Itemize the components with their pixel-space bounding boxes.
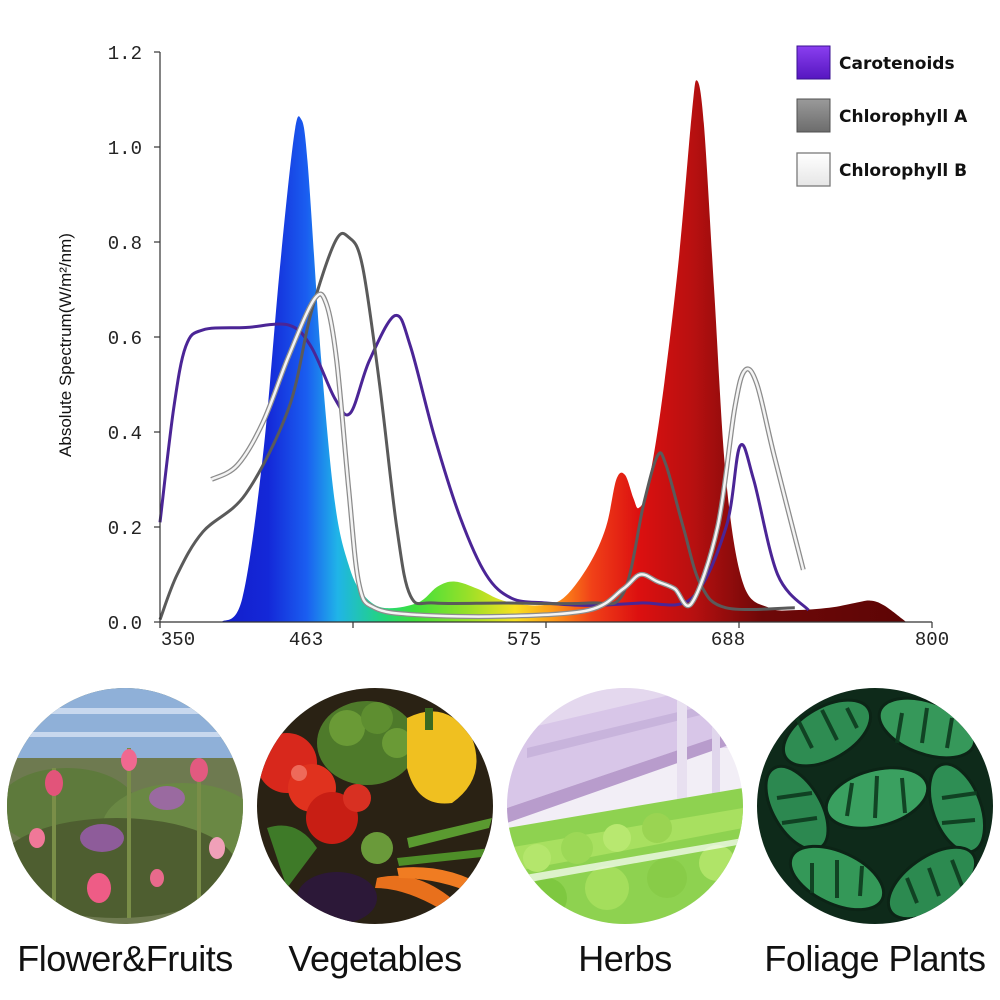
y-tick-label: 0.2 [108, 518, 142, 540]
category-label: Herbs [578, 938, 672, 979]
y-tick-label: 0.6 [108, 328, 142, 350]
hydroponic-herbs-photo [507, 688, 743, 924]
legend-label-carotenoids: Carotenoids [839, 54, 955, 74]
legend-swatch-carotenoids [796, 45, 831, 80]
category-label: Flower&Fruits [17, 938, 233, 979]
legend-swatch-chlorophyll-b [796, 152, 831, 187]
category-vegetables: Vegetables [250, 680, 500, 1000]
series-line-chlorophyll-b [210, 292, 805, 618]
category-foliage-plants: Foliage Plants [750, 680, 1000, 1000]
category-label: Vegetables [288, 938, 462, 979]
legend: Carotenoids Chlorophyll A Chlorophyll B [796, 45, 968, 187]
legend-label-chlorophyll-b: Chlorophyll B [839, 161, 967, 181]
x-tick-marks [159, 622, 933, 628]
y-tick-label: 0.0 [108, 613, 142, 635]
x-tick-label: 575 [507, 629, 541, 651]
y-axis-title: Absolute Spectrum(W/m²/nm) [56, 233, 75, 457]
x-tick-label: 800 [915, 629, 949, 651]
spectrum-chart: 0.0 0.2 0.4 0.6 0.8 1.0 1.2 350 463 575 … [56, 43, 968, 651]
x-tick-label: 350 [161, 629, 195, 651]
legend-item-chlorophyll-b: Chlorophyll B [796, 152, 967, 187]
series-line-chlorophyll-a [158, 231, 795, 621]
legend-label-chlorophyll-a: Chlorophyll A [839, 107, 968, 127]
category-flower-fruits: Flower&Fruits [0, 680, 250, 1000]
vegetables-photo [257, 688, 493, 924]
rose-flowers-photo [7, 688, 243, 924]
striped-leaves-photo [757, 688, 993, 924]
y-tick-label: 0.8 [108, 233, 142, 255]
application-categories: Flower&Fruits [0, 680, 1000, 1000]
legend-item-carotenoids: Carotenoids [796, 45, 955, 80]
series-layer [158, 231, 810, 621]
y-tick-marks [154, 51, 160, 623]
series-line-carotenoids [158, 313, 810, 612]
emission-spectrum-area [221, 80, 907, 622]
x-tick-label: 688 [711, 629, 745, 651]
legend-item-chlorophyll-a: Chlorophyll A [796, 98, 968, 133]
legend-swatch-chlorophyll-a [796, 98, 831, 133]
x-tick-label: 463 [289, 629, 323, 651]
category-herbs: Herbs [500, 680, 750, 1000]
category-label: Foliage Plants [764, 938, 986, 979]
y-tick-label: 0.4 [108, 423, 142, 445]
y-tick-label: 1.0 [108, 138, 142, 160]
y-tick-label: 1.2 [108, 43, 142, 65]
